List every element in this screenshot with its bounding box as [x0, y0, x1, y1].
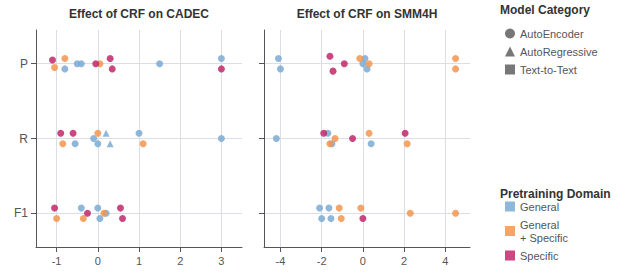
svg-text:Effect of CRF on CADEC: Effect of CRF on CADEC — [69, 7, 209, 21]
svg-text:-1: -1 — [52, 255, 62, 267]
svg-text:General: General — [520, 219, 559, 231]
svg-text:0: 0 — [360, 255, 366, 267]
svg-text:-2: -2 — [317, 255, 327, 267]
svg-text:Model Category: Model Category — [500, 3, 590, 17]
svg-text:Effect of CRF on SMM4H: Effect of CRF on SMM4H — [297, 7, 438, 21]
svg-text:F1: F1 — [14, 206, 28, 220]
svg-text:4: 4 — [442, 255, 448, 267]
svg-text:2: 2 — [401, 255, 407, 267]
svg-text:AutoEncoder: AutoEncoder — [520, 28, 584, 40]
svg-text:P: P — [20, 57, 28, 71]
svg-text:Pretraining Domain: Pretraining Domain — [500, 187, 611, 201]
svg-text:AutoRegressive: AutoRegressive — [520, 46, 598, 58]
svg-text:+ Specific: + Specific — [520, 232, 568, 244]
svg-text:Specific: Specific — [520, 250, 559, 262]
svg-text:2: 2 — [177, 255, 183, 267]
svg-text:0: 0 — [95, 255, 101, 267]
svg-text:R: R — [19, 132, 28, 146]
svg-text:Text-to-Text: Text-to-Text — [520, 64, 577, 76]
svg-text:3: 3 — [218, 255, 224, 267]
svg-text:General: General — [520, 201, 559, 213]
svg-text:-4: -4 — [276, 255, 286, 267]
svg-text:1: 1 — [136, 255, 142, 267]
